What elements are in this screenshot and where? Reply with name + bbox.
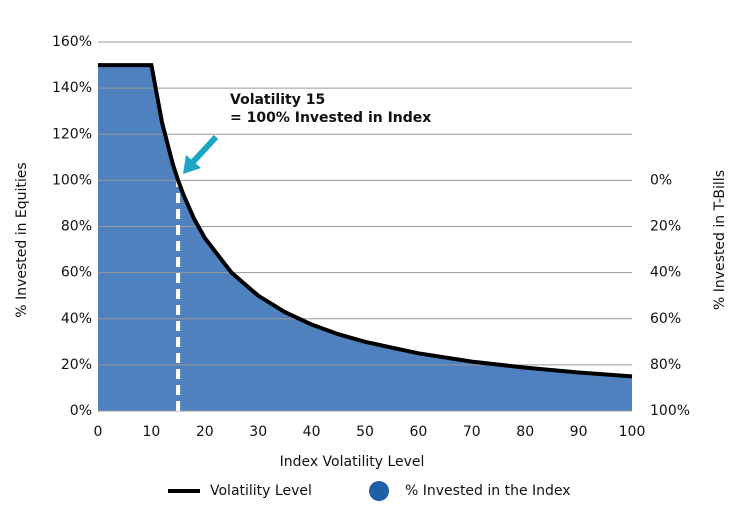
y2-tick-label: 20%: [650, 219, 681, 235]
area: [98, 65, 632, 411]
x-tick-label: 100: [619, 424, 646, 440]
y2-tick-label: 80%: [650, 357, 681, 373]
legend-swatch: [369, 481, 389, 501]
y-tick-label: 120%: [52, 126, 92, 142]
y2-axis-label: % Invested in T-Bills: [712, 170, 728, 310]
y-tick-label: 100%: [52, 172, 92, 188]
y-tick-label: 60%: [61, 265, 92, 281]
y-tick-label: 40%: [61, 311, 92, 327]
y-tick-label: 80%: [61, 219, 92, 235]
annotation: = 100% Invested in Index: [230, 110, 431, 126]
x-axis-label: Index Volatility Level: [280, 454, 425, 470]
x-tick-label: 70: [463, 424, 481, 440]
x-tick-label: 30: [249, 424, 267, 440]
x-tick-label: 80: [516, 424, 534, 440]
y-tick-label: 140%: [52, 80, 92, 96]
line: [98, 63, 633, 379]
annotation: Volatility 15: [230, 92, 325, 108]
legend-label: Volatility Level: [210, 483, 312, 499]
y-tick-label: 0%: [70, 403, 92, 419]
x-tick-label: 10: [142, 424, 160, 440]
y-tick-label: 20%: [61, 357, 92, 373]
y-axis-label: % Invested in Equities: [14, 162, 30, 317]
y2-tick-label: 60%: [650, 311, 681, 327]
arrow: [183, 134, 219, 174]
y2-tick-label: 100%: [650, 403, 690, 419]
x-tick-label: 0: [94, 424, 103, 440]
x-tick-label: 40: [303, 424, 321, 440]
x-tick-label: 90: [570, 424, 588, 440]
x-tick-label: 50: [356, 424, 374, 440]
y-tick-label: 160%: [52, 34, 92, 50]
y2-tick-label: 40%: [650, 265, 681, 281]
x-tick-label: 60: [409, 424, 427, 440]
y2-tick-label: 0%: [650, 172, 672, 188]
legend-label: % Invested in the Index: [405, 483, 571, 499]
x-tick-label: 20: [196, 424, 214, 440]
